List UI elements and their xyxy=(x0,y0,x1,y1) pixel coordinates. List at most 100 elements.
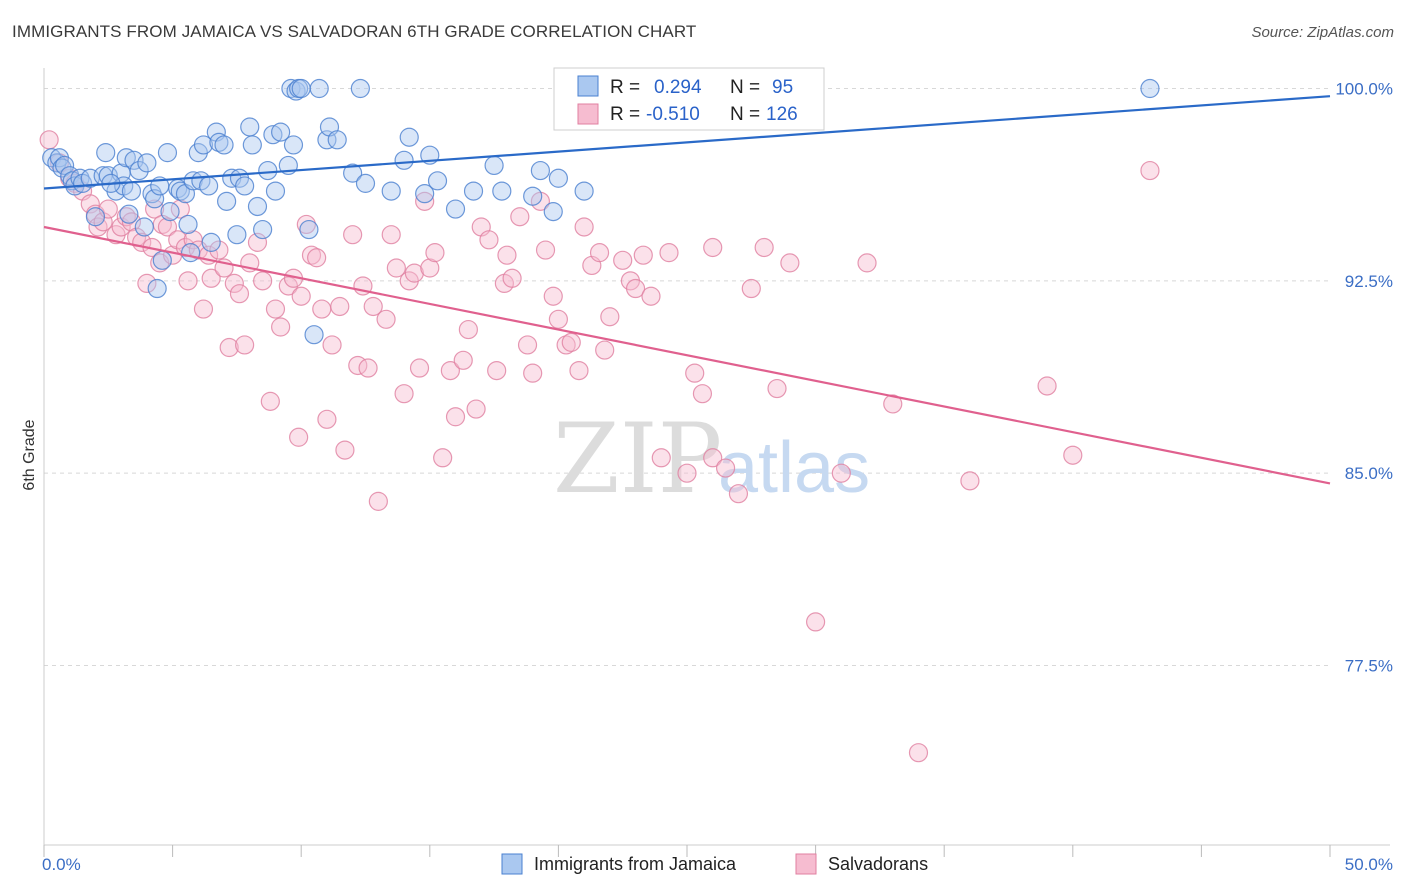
jamaica-point xyxy=(286,81,306,101)
salvadoran-point xyxy=(301,245,322,265)
salvadoran-point xyxy=(625,278,646,299)
salvadoran-point xyxy=(168,230,188,250)
salvadoran-point xyxy=(479,230,499,250)
jamaica-point xyxy=(291,78,311,99)
y-axis-title: 6th Grade xyxy=(21,419,38,490)
y-tick-label: 92.5% xyxy=(1345,272,1393,291)
jamaica-point xyxy=(548,168,569,188)
jamaica-point xyxy=(463,181,484,201)
salvadoran-point xyxy=(767,378,787,399)
legend-r-label: R = xyxy=(610,77,640,98)
jamaica-point xyxy=(281,78,301,99)
salvadoran-point xyxy=(613,250,633,270)
jamaica-point xyxy=(121,181,142,201)
salvadoran-point xyxy=(883,394,903,414)
trend-line-jamaica xyxy=(43,95,1331,190)
salvadoran-point xyxy=(291,286,311,306)
jamaica-point xyxy=(170,181,190,201)
salvadoran-point xyxy=(497,245,517,265)
y-tick-label: 85.0% xyxy=(1345,464,1393,483)
jamaica-point xyxy=(52,158,72,178)
salvadoran-point xyxy=(229,284,250,304)
jamaica-point xyxy=(119,204,139,224)
x-tick-label: 50.0% xyxy=(1345,855,1393,874)
salvadoran-point xyxy=(741,278,761,299)
salvadoran-point xyxy=(556,335,576,355)
legend-r-value-pink: -0.510 xyxy=(646,104,700,125)
salvadoran-point xyxy=(458,319,478,340)
legend-swatch-blue xyxy=(577,75,599,97)
jamaica-point xyxy=(492,181,512,201)
jamaica-point xyxy=(543,202,563,222)
salvadoran-point xyxy=(857,253,877,273)
salvadoran-point xyxy=(157,217,178,237)
salvadoran-point xyxy=(420,258,440,278)
salvadoran-point xyxy=(80,194,100,214)
jamaica-point xyxy=(157,143,178,163)
legend-r-label: R = xyxy=(610,104,640,125)
watermark-atlas: atlas xyxy=(718,428,870,508)
salvadoran-point xyxy=(641,286,661,306)
salvadoran-point xyxy=(376,309,396,329)
jamaica-point xyxy=(399,127,419,147)
salvadoran-point xyxy=(517,335,538,355)
jamaica-point xyxy=(147,278,167,299)
salvadoran-point xyxy=(543,286,563,306)
salvadoran-point xyxy=(595,340,615,360)
jamaica-point xyxy=(283,135,304,155)
salvadoran-point xyxy=(386,258,406,278)
salvadoran-point xyxy=(193,299,214,319)
salvadorans-points xyxy=(39,130,1160,763)
salvadoran-point xyxy=(116,207,136,227)
series-label-salvadorans: Salvadorans xyxy=(828,854,928,874)
jamaica-point xyxy=(247,196,268,217)
salvadoran-point xyxy=(144,199,165,219)
jamaica-point xyxy=(129,160,149,181)
salvadoran-point xyxy=(561,332,581,352)
chart-title: IMMIGRANTS FROM JAMAICA VS SALVADORAN 6T… xyxy=(12,22,697,41)
jamaica-point xyxy=(263,125,283,145)
salvadoran-point xyxy=(715,458,736,478)
salvadoran-point xyxy=(363,296,383,317)
salvadoran-point xyxy=(703,237,723,258)
salvadoran-point xyxy=(1140,160,1160,181)
jamaica-point xyxy=(299,219,319,240)
jamaica-point xyxy=(201,232,221,252)
jamaica-point xyxy=(183,171,203,191)
watermark-zip: ZIP xyxy=(553,403,722,515)
legend-r-value-blue: 0.294 xyxy=(654,77,702,98)
salvadoran-point xyxy=(805,612,826,632)
jamaica-point xyxy=(258,160,278,181)
salvadoran-point xyxy=(692,384,713,404)
series-legend: Immigrants from Jamaica Salvadorans xyxy=(501,853,928,875)
salvadoran-point xyxy=(780,253,800,273)
salvadoran-point xyxy=(908,743,929,763)
salvadoran-point xyxy=(440,360,460,381)
jamaica-point xyxy=(394,150,414,170)
jamaica-point xyxy=(193,135,214,155)
jamaica-point xyxy=(137,153,157,173)
jamaica-point xyxy=(235,176,255,196)
jamaica-point xyxy=(116,148,136,168)
salvadoran-point xyxy=(600,307,620,327)
salvadoran-point xyxy=(466,399,486,419)
jamaica-point xyxy=(144,189,165,209)
y-tick-label: 100.0% xyxy=(1335,80,1393,99)
legend-n-value-pink: 126 xyxy=(766,104,798,125)
salvadoran-point xyxy=(574,217,594,237)
jamaica-point xyxy=(271,122,291,142)
salvadoran-point xyxy=(453,350,473,370)
salvadoran-point xyxy=(296,214,316,235)
salvadoran-point xyxy=(589,243,610,263)
salvadoran-point xyxy=(831,463,851,483)
salvadoran-point xyxy=(289,427,309,447)
salvadoran-point xyxy=(510,207,530,227)
jamaica-point xyxy=(304,325,324,345)
stats-legend-box xyxy=(553,67,825,131)
jamaica-points xyxy=(42,78,1160,345)
salvadoran-point xyxy=(569,360,589,381)
legend-swatch-pink xyxy=(577,103,599,125)
jamaica-point xyxy=(327,130,347,150)
salvadoran-point xyxy=(445,407,466,427)
salvadoran-point xyxy=(409,358,430,378)
